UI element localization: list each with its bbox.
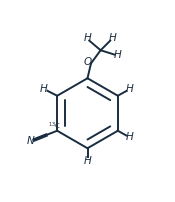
Text: H: H [83, 33, 91, 43]
Text: H: H [114, 50, 122, 60]
Text: H: H [126, 84, 134, 94]
Text: H: H [126, 132, 134, 142]
Text: $^{13}$C: $^{13}$C [48, 121, 61, 132]
Text: H: H [40, 84, 48, 94]
Text: H: H [84, 156, 91, 166]
Text: H: H [108, 33, 116, 43]
Text: O: O [84, 57, 92, 67]
Text: N: N [26, 136, 34, 146]
